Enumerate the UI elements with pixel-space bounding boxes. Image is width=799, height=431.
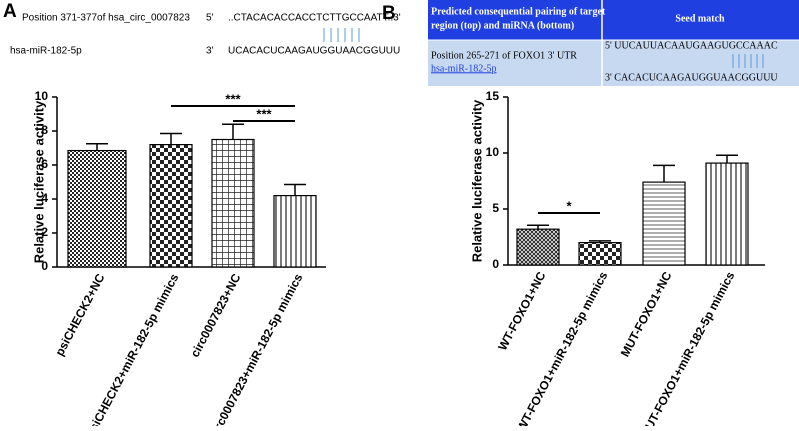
y-tick-label: 0 bbox=[492, 257, 499, 271]
pairing-lines bbox=[323, 28, 360, 42]
top-seq: 5' UUCAUUACAAUGAAGUGCCAAAC bbox=[605, 40, 778, 51]
bar bbox=[642, 181, 686, 266]
target-seq: ..CTACACACCACCTCTTGCCAATT..3' bbox=[228, 13, 401, 24]
bar bbox=[516, 228, 560, 266]
y-axis-label: Relative luciferase activity bbox=[31, 100, 46, 263]
mirna-seq: UCACACUCAAGAUGGUAACGGUUU bbox=[228, 46, 400, 57]
y-tick-label: 6 bbox=[41, 157, 48, 171]
y-tick-label: 8 bbox=[41, 123, 48, 137]
significance-label: *** bbox=[225, 91, 241, 106]
y-tick-label: 4 bbox=[41, 191, 48, 205]
table-header bbox=[428, 0, 799, 40]
panel-label: A bbox=[3, 1, 17, 22]
panel-label: B bbox=[382, 3, 396, 24]
y-tick-label: 0 bbox=[41, 259, 48, 273]
bar bbox=[273, 195, 317, 268]
x-tick-label: MUT-FOXO1+NC bbox=[618, 269, 675, 359]
bar bbox=[67, 149, 127, 268]
significance-label: * bbox=[566, 198, 572, 213]
bottom-seq: 3' CACACUCAAGAUGGUAACGGUUU bbox=[605, 72, 778, 83]
y-tick-label: 15 bbox=[486, 89, 500, 103]
x-tick-label: WT-FOXO1+NC bbox=[495, 269, 548, 353]
y-axis-label: Relative luciferase activity bbox=[469, 99, 484, 262]
bar bbox=[211, 138, 255, 268]
table-position: Position 265-271 of FOXO1 3' UTR bbox=[431, 50, 577, 61]
y-tick-label: 2 bbox=[41, 225, 48, 239]
bar bbox=[705, 162, 749, 266]
mirna-name: hsa-miR-182-5p bbox=[10, 46, 82, 57]
table-header-text: Seed match bbox=[675, 13, 725, 24]
mirna-end: 3' bbox=[206, 46, 214, 57]
target-end: 5' bbox=[206, 13, 214, 24]
significance-label: *** bbox=[256, 106, 272, 121]
target-name: Position 371-377of hsa_circ_0007823 bbox=[22, 13, 190, 24]
pairing-lines bbox=[732, 54, 764, 68]
table-row bbox=[428, 40, 799, 86]
x-tick-label: psiCHECK2+NC bbox=[52, 271, 107, 358]
x-tick-label: circ0007823+NC bbox=[188, 271, 244, 359]
bar bbox=[578, 242, 622, 266]
y-tick-label: 10 bbox=[35, 89, 49, 103]
y-tick-label: 5 bbox=[492, 201, 499, 215]
table-header-text: region (top) and miRNA (bottom) bbox=[431, 20, 574, 31]
mirna-link[interactable]: hsa-miR-182-5p bbox=[431, 63, 497, 74]
table-header-text: Predicted consequential pairing of targe… bbox=[431, 6, 606, 17]
bar bbox=[149, 144, 193, 268]
y-tick-label: 10 bbox=[486, 145, 500, 159]
